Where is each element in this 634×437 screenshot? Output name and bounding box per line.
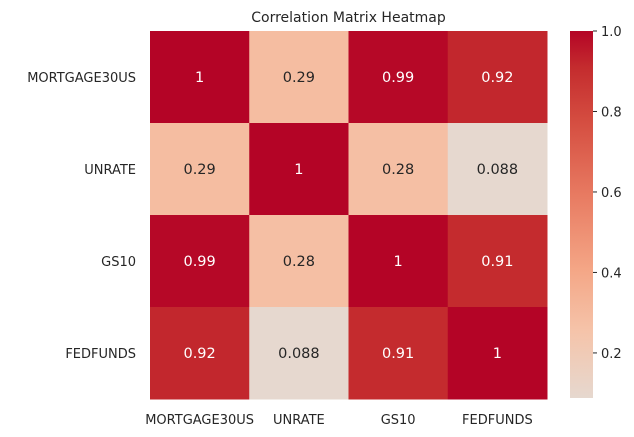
heatmap-cell xyxy=(249,307,349,400)
colorbar-tick-labels: 0.2 0.4 0.6 0.8 1.0 xyxy=(593,25,622,362)
heatmap-cell xyxy=(447,215,548,308)
y-tick-label: FEDFUNDS xyxy=(65,347,136,362)
colorbar-tick-label: 0.6 xyxy=(601,186,622,201)
heatmap-cell xyxy=(348,215,449,308)
chart-title: Correlation Matrix Heatmap xyxy=(251,10,446,26)
y-tick-label: UNRATE xyxy=(84,163,136,178)
heatmap-cell-value: 0.99 xyxy=(183,254,215,270)
heatmap-cell xyxy=(447,123,548,216)
colorbar-tick-label: 0.2 xyxy=(601,347,622,362)
heatmap-cell xyxy=(249,31,349,124)
x-tick-label: FEDFUNDS xyxy=(462,413,533,428)
heatmap-cell-value: 0.99 xyxy=(382,70,414,86)
y-axis-tick-labels: MORTGAGE30US UNRATE GS10 FEDFUNDS xyxy=(27,71,136,362)
colorbar-tick-label: 0.4 xyxy=(601,266,622,281)
heatmap-cell xyxy=(150,215,250,308)
heatmap-cell xyxy=(249,215,349,308)
y-tick-label: GS10 xyxy=(101,255,136,270)
heatmap-cell xyxy=(249,123,349,216)
heatmap-cell-value: 0.92 xyxy=(183,346,215,362)
heatmap-cell-value: 1 xyxy=(195,70,204,86)
heatmap-cell-value: 1 xyxy=(394,254,403,270)
y-tick-label: MORTGAGE30US xyxy=(27,71,136,86)
heatmap-cells xyxy=(150,31,548,400)
heatmap-cell xyxy=(447,307,548,400)
heatmap-cell-value: 1 xyxy=(493,346,502,362)
colorbar xyxy=(570,31,593,398)
heatmap-cell-value: 0.91 xyxy=(481,254,513,270)
heatmap-cell-value: 1 xyxy=(294,162,303,178)
heatmap-cell xyxy=(447,31,548,124)
heatmap-cell-value: 0.91 xyxy=(382,346,414,362)
heatmap-cell xyxy=(150,307,250,400)
heatmap-cell-value: 0.088 xyxy=(477,162,519,178)
heatmap-cell-value: 0.28 xyxy=(382,162,414,178)
heatmap-cell xyxy=(150,123,250,216)
colorbar-tick-label: 0.8 xyxy=(601,105,622,120)
heatmap-cell xyxy=(348,307,449,400)
heatmap-cell xyxy=(348,31,449,124)
x-tick-label: GS10 xyxy=(381,413,416,428)
colorbar-tick-label: 1.0 xyxy=(601,25,622,40)
heatmap-cell-value: 0.29 xyxy=(183,162,215,178)
heatmap-cell xyxy=(150,31,250,124)
heatmap-cell-labels: 1 0.29 0.99 0.92 0.29 1 0.28 0.088 0.99 0.28 1 0.91… xyxy=(183,70,518,362)
heatmap-cell xyxy=(348,123,449,216)
heatmap-cell-value: 0.28 xyxy=(283,254,315,270)
heatmap-cell-value: 0.29 xyxy=(283,70,315,86)
heatmap-cell-value: 0.088 xyxy=(278,346,320,362)
x-tick-label: MORTGAGE30US xyxy=(145,413,254,428)
x-axis-tick-labels: MORTGAGE30US UNRATE GS10 FEDFUNDS xyxy=(145,413,533,428)
x-tick-label: UNRATE xyxy=(273,413,325,428)
heatmap-cell-value: 0.92 xyxy=(481,70,513,86)
